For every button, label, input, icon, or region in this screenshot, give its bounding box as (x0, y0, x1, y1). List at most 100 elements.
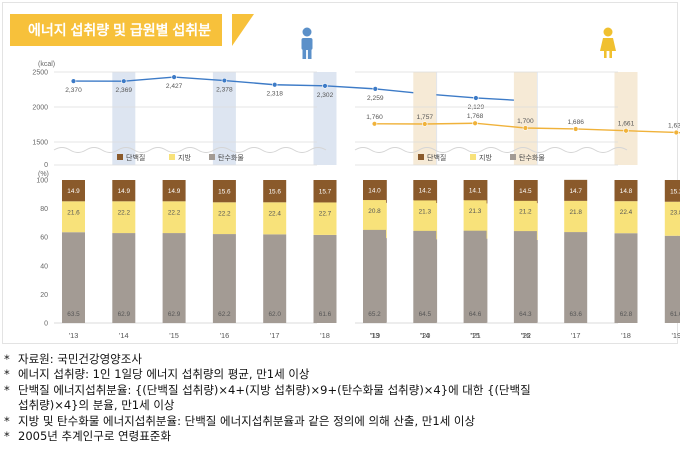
bar-segment (564, 179, 588, 201)
x-tick-label: '14 (420, 331, 430, 340)
female-person-icon-head (603, 27, 613, 37)
data-label: 15.7 (319, 189, 332, 196)
legend-swatch (169, 154, 175, 160)
bar-segment (463, 230, 487, 323)
data-point (673, 129, 679, 136)
data-label: 22.2 (168, 209, 181, 216)
female-person-icon (600, 27, 616, 58)
bar-segment (413, 200, 437, 231)
bar-segment (614, 233, 638, 323)
data-label: 62.9 (168, 311, 181, 318)
bar-segment (313, 234, 337, 323)
data-label: 21.3 (469, 208, 482, 215)
bar-segment (263, 202, 287, 235)
data-label: 64.3 (519, 311, 532, 318)
data-label: 62.9 (118, 311, 131, 318)
data-point (522, 125, 529, 131)
bar-segment (313, 202, 337, 235)
data-label: 2,259 (367, 95, 384, 102)
x-tick-label: '15 (470, 331, 480, 340)
series-line (73, 76, 527, 102)
data-label: 1,768 (467, 113, 484, 120)
data-point (371, 121, 378, 127)
bar-segment (62, 232, 85, 323)
y-tick-label: 40 (40, 263, 48, 270)
data-label: 2,129 (468, 104, 485, 111)
data-label: 14.7 (569, 188, 582, 195)
y-tick-label: 0 (44, 162, 48, 169)
data-label: 14.2 (419, 188, 432, 195)
data-point (221, 77, 228, 84)
x-tick-label: '17 (571, 331, 581, 340)
female-person-icon-body (600, 38, 616, 51)
data-label: 65.2 (368, 311, 381, 318)
legend-label: 탄수화물 (218, 153, 244, 162)
data-point (572, 126, 579, 132)
data-label: 22.4 (620, 209, 633, 216)
bar-segment (112, 180, 136, 202)
chart-canvas: 1500 2000 2500 0 (kcal) 2,370 2,369 2,427 2,378 2… (32, 27, 680, 340)
year-band (614, 72, 638, 165)
x-tick-label: '16 (220, 331, 230, 340)
legend-swatch (418, 154, 424, 160)
data-label: 61.6 (319, 311, 332, 318)
bar-segment (664, 201, 680, 236)
footnote-energy: * 에너지 섭취량: 1인 1일당 에너지 섭취량의 평균, 만1세 이상 (4, 367, 310, 382)
data-label: 62.0 (268, 311, 281, 318)
footnote-standardization: * 2005년 추계인구로 연령표준화 (4, 429, 171, 444)
data-label: 1,686 (567, 119, 584, 126)
footnote-protein-cont: 섭취량)×4}의 분율, 만1세 이상 (18, 398, 175, 413)
data-label: 1,636 (668, 122, 680, 129)
footnote-protein: * 단백질 에너지섭취분율: {(단백질 섭취량)×4+(지방 섭취량)×9+(탄… (4, 382, 531, 397)
data-label: 63.6 (569, 311, 582, 318)
data-point (372, 86, 378, 92)
y-tick-label: 1500 (32, 140, 48, 147)
data-point (422, 121, 428, 127)
data-label: 62.2 (218, 311, 231, 318)
x-tick-label: '13 (370, 331, 380, 340)
female-person-icon-leg-left (604, 51, 607, 58)
data-label: 2,378 (216, 87, 233, 94)
x-tick-label: '16 (521, 331, 531, 340)
bar-segment (564, 200, 588, 233)
data-label: 61.0 (670, 311, 680, 318)
y-tick-label: 60 (40, 235, 48, 242)
data-label: 14.0 (368, 188, 381, 195)
bar-segment (162, 180, 186, 202)
male-person-icon (301, 27, 313, 59)
female-person-icon-leg-right (609, 51, 612, 58)
data-label: 15.6 (268, 189, 281, 196)
male-person-icon-leg-right (307, 50, 312, 59)
y-tick-label: 80 (40, 206, 48, 213)
data-label: 1,700 (517, 118, 534, 125)
legend-label: 지방 (479, 153, 492, 162)
data-label: 63.5 (67, 311, 80, 318)
bar-segment (363, 200, 386, 230)
data-point (322, 83, 328, 89)
data-label: 20.8 (368, 208, 381, 215)
data-label: 15.2 (670, 188, 680, 195)
legend-label: 단백질 (126, 153, 145, 162)
legend-label: 탄수화물 (519, 153, 545, 162)
unit-label: (kcal) (38, 61, 55, 68)
data-label: 23.8 (670, 210, 680, 217)
legend-label: 지방 (178, 153, 191, 162)
bar-segment (664, 235, 680, 323)
data-label: 1,757 (417, 114, 434, 121)
bar-segment (463, 180, 487, 201)
x-tick-label: '14 (119, 331, 129, 340)
data-label: 21.3 (419, 208, 432, 215)
data-label: 2,427 (166, 83, 183, 90)
x-tick-label: '21 (471, 331, 481, 340)
bar-segment (112, 233, 136, 323)
male-person-icon-leg-left (302, 50, 307, 59)
bar-segment (413, 230, 437, 323)
bar-segment (62, 201, 85, 233)
bar-segment (363, 229, 386, 323)
data-label: 64.6 (469, 311, 482, 318)
y-tick-label: 20 (40, 292, 48, 299)
data-label: 14.5 (519, 188, 532, 195)
data-point (272, 82, 278, 88)
series-line (374, 122, 680, 134)
data-label: 14.8 (620, 188, 633, 195)
